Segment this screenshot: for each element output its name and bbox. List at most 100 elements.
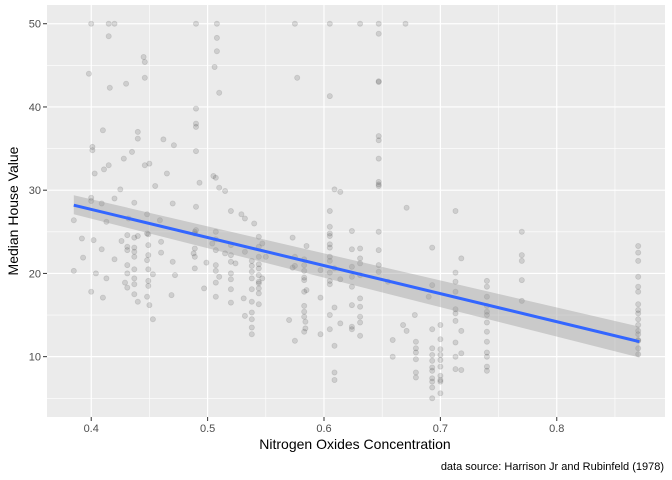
- data-point: [412, 356, 419, 363]
- data-point: [326, 244, 333, 251]
- data-point: [411, 311, 418, 318]
- data-point: [191, 265, 198, 272]
- data-point: [89, 143, 96, 150]
- data-point: [301, 274, 308, 281]
- data-point: [105, 20, 112, 27]
- data-point: [452, 288, 459, 295]
- data-point: [131, 266, 138, 273]
- data-point: [437, 390, 444, 397]
- data-point: [429, 395, 436, 402]
- data-point: [146, 160, 153, 167]
- data-point: [326, 223, 333, 230]
- data-point: [635, 321, 642, 328]
- data-point: [255, 278, 262, 285]
- data-point: [190, 250, 197, 257]
- data-point: [317, 331, 324, 338]
- y-tick-label: 40: [29, 102, 41, 114]
- data-point: [452, 366, 459, 373]
- data-point: [131, 275, 138, 282]
- data-point: [248, 331, 255, 338]
- data-point: [241, 215, 248, 222]
- data-point: [98, 200, 105, 207]
- data-point: [131, 199, 138, 206]
- data-point: [326, 207, 333, 214]
- data-point: [518, 277, 525, 284]
- data-point: [518, 297, 525, 304]
- confidence-ribbon: [73, 195, 640, 358]
- data-point: [375, 268, 382, 275]
- data-point: [337, 320, 344, 327]
- data-point: [301, 262, 308, 269]
- data-point: [483, 308, 490, 315]
- data-point: [375, 30, 382, 37]
- data-point: [248, 262, 255, 269]
- data-point: [357, 20, 364, 27]
- data-point: [301, 277, 308, 284]
- data-point: [212, 279, 219, 286]
- data-point: [141, 162, 148, 169]
- data-point: [348, 273, 355, 280]
- x-tick-label: 0.8: [549, 423, 564, 435]
- data-point: [429, 364, 436, 371]
- data-point: [375, 181, 382, 188]
- data-point: [78, 235, 85, 242]
- data-point: [209, 240, 216, 247]
- data-point: [255, 280, 262, 287]
- data-point: [89, 147, 96, 154]
- data-point: [227, 276, 234, 283]
- data-point: [141, 74, 148, 81]
- data-point: [326, 281, 333, 288]
- data-point: [169, 200, 176, 207]
- data-point: [429, 375, 436, 382]
- data-point: [101, 166, 108, 173]
- x-tick-label: 0.6: [316, 423, 331, 435]
- data-point: [88, 194, 95, 201]
- data-point: [262, 253, 269, 260]
- data-point: [103, 275, 110, 282]
- data-point: [171, 272, 178, 279]
- data-point: [92, 270, 99, 277]
- data-point: [255, 233, 262, 240]
- x-tick-label: 0.5: [200, 423, 215, 435]
- data-point: [103, 218, 110, 225]
- data-point: [141, 59, 148, 66]
- data-point: [437, 336, 444, 343]
- data-point: [331, 186, 338, 193]
- data-point: [216, 89, 223, 96]
- data-point: [635, 301, 642, 308]
- data-point: [348, 283, 355, 290]
- data-point: [452, 353, 459, 360]
- data-point: [238, 211, 245, 218]
- data-point: [227, 207, 234, 214]
- data-point: [212, 247, 219, 254]
- data-point: [227, 252, 234, 259]
- data-point: [402, 20, 409, 27]
- data-point: [149, 316, 156, 323]
- data-point: [452, 310, 459, 317]
- data-point: [429, 351, 436, 358]
- data-point: [635, 273, 642, 280]
- data-point: [452, 278, 459, 285]
- data-point: [124, 284, 131, 291]
- data-point: [248, 309, 255, 316]
- data-point: [400, 321, 407, 328]
- data-point: [227, 258, 234, 265]
- data-point: [635, 331, 642, 338]
- data-point: [170, 142, 177, 149]
- data-point: [375, 133, 382, 140]
- data-point: [375, 155, 382, 162]
- data-point: [635, 345, 642, 352]
- data-point: [437, 363, 444, 370]
- data-point: [375, 262, 382, 269]
- data-point: [458, 350, 465, 357]
- data-point: [317, 267, 324, 274]
- data-point: [357, 255, 364, 262]
- data-point: [301, 302, 308, 309]
- data-point: [294, 74, 301, 81]
- data-point: [286, 316, 293, 323]
- data-point: [131, 291, 138, 298]
- data-point: [458, 327, 465, 334]
- data-point: [326, 93, 333, 100]
- data-point: [192, 203, 199, 210]
- data-point: [326, 277, 333, 284]
